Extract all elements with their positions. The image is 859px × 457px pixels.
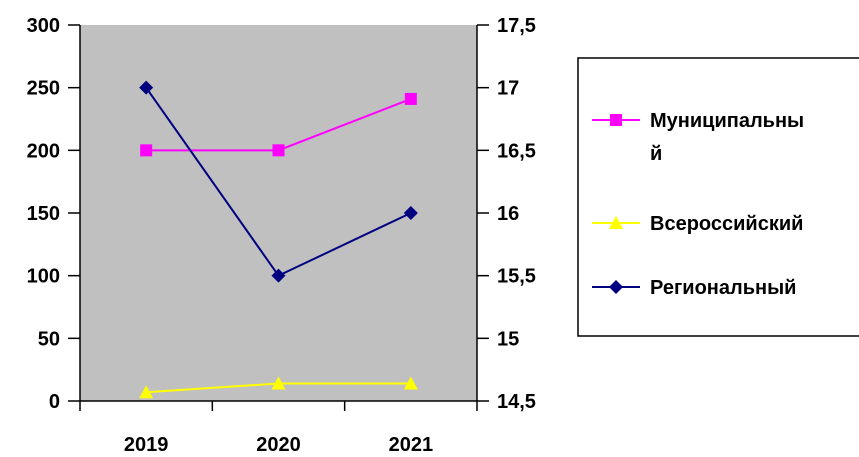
legend-swatch-marker bbox=[610, 114, 622, 126]
right-tick-label: 15,5 bbox=[497, 266, 536, 288]
data-point bbox=[271, 376, 286, 390]
right-tick-label: 16,5 bbox=[497, 140, 536, 162]
data-point bbox=[139, 385, 154, 399]
data-point bbox=[403, 206, 418, 220]
data-point bbox=[271, 268, 286, 283]
legend-label: й bbox=[650, 143, 662, 165]
data-point bbox=[140, 144, 153, 157]
legend-item: Региональный bbox=[592, 277, 796, 299]
left-tick-label: 150 bbox=[27, 203, 60, 225]
left-tick-label: 100 bbox=[27, 266, 60, 288]
series-diamond bbox=[139, 80, 418, 283]
data-point bbox=[272, 144, 285, 157]
right-tick-label: 17 bbox=[497, 78, 519, 100]
legend-label: Муниципальны bbox=[650, 110, 804, 132]
data-point bbox=[403, 376, 418, 390]
legend-item: Всероссийский bbox=[592, 213, 803, 235]
right-tick-label: 16 bbox=[497, 203, 519, 225]
legend-item: Муниципальны й bbox=[592, 110, 804, 165]
legend: Муниципальны й Всероссийский Региональный bbox=[577, 57, 859, 337]
right-tick-label: 14,5 bbox=[497, 391, 536, 413]
left-tick-label: 250 bbox=[27, 78, 60, 100]
x-tick-label: 2021 bbox=[389, 434, 434, 456]
legend-swatch-marker bbox=[609, 216, 623, 229]
legend-label: Всероссийский bbox=[650, 213, 803, 235]
series-triangle bbox=[139, 376, 418, 399]
left-tick-label: 300 bbox=[27, 15, 60, 37]
left-tick-label: 0 bbox=[49, 391, 60, 413]
data-point bbox=[139, 80, 154, 95]
left-tick-label: 50 bbox=[38, 328, 60, 350]
data-point bbox=[404, 92, 417, 105]
legend-label: Региональный bbox=[650, 277, 796, 299]
x-tick-label: 2020 bbox=[256, 434, 301, 456]
right-tick-label: 17,5 bbox=[497, 15, 536, 37]
x-tick-label: 2019 bbox=[124, 434, 169, 456]
legend-box bbox=[577, 57, 859, 337]
left-tick-label: 200 bbox=[27, 140, 60, 162]
right-tick-label: 15 bbox=[497, 328, 519, 350]
legend-swatch-marker bbox=[609, 280, 623, 294]
